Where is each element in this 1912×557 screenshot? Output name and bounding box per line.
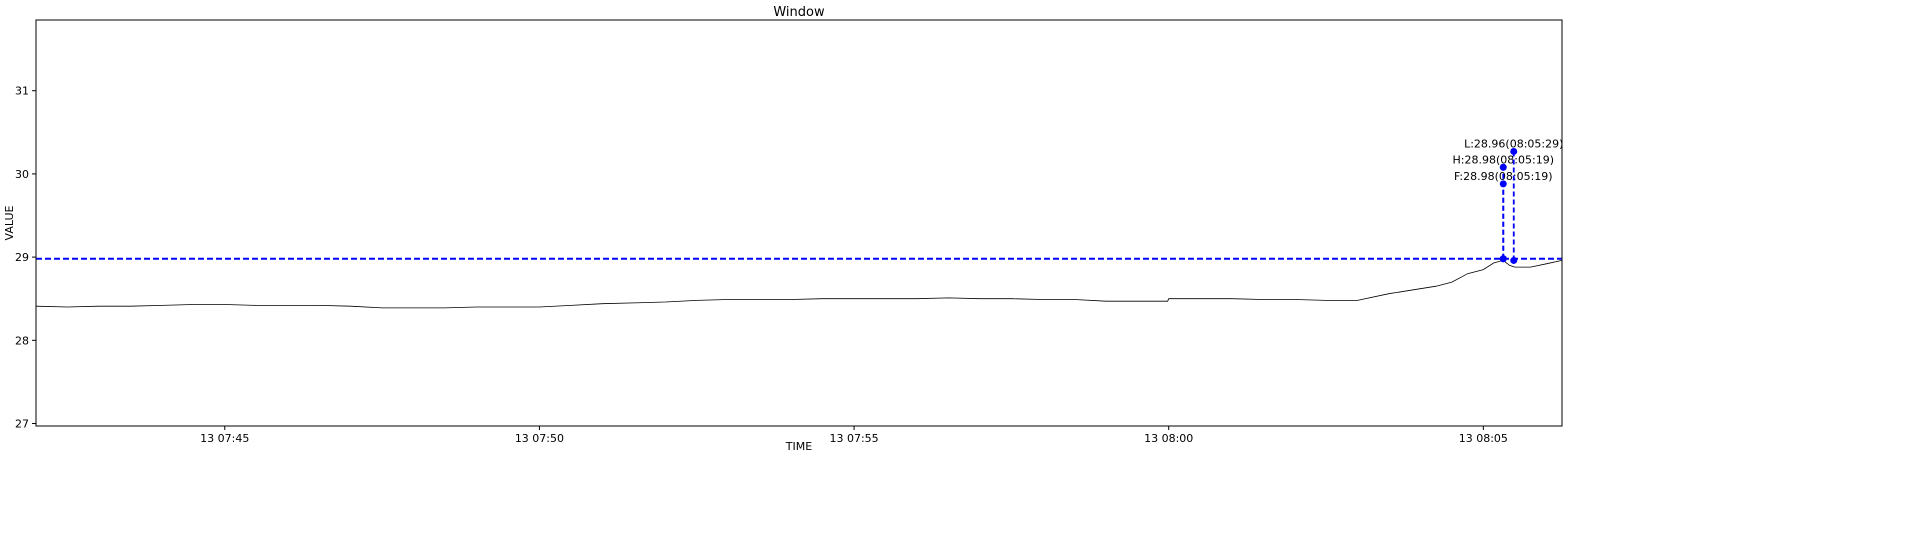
plot-area: F:28.98(08:05:19)H:28.98(08:05:19)L:28.9… (35, 137, 1563, 309)
x-tick-label: 13 07:50 (515, 432, 564, 445)
x-axis: 13 07:45 13 07:50 13 07:55 13 08:00 13 08:05 (200, 426, 1508, 445)
y-tick-label: 28 (15, 334, 29, 347)
marker-top-point (1510, 147, 1518, 155)
y-axis: 27 28 29 30 31 (15, 85, 36, 431)
marker-label: L:28.96(08:05:29) (1464, 137, 1563, 150)
marker-top-point (1499, 163, 1507, 171)
x-axis-label: TIME (785, 440, 812, 453)
y-axis-label: VALUE (3, 205, 16, 240)
y-tick-label: 31 (15, 85, 29, 98)
x-tick-label: 13 08:05 (1459, 432, 1508, 445)
x-tick-label: 13 08:00 (1144, 432, 1193, 445)
plot-frame (35, 19, 1563, 427)
y-tick-label: 29 (15, 251, 29, 264)
y-tick-label: 30 (15, 168, 29, 181)
y-tick-label: 27 (15, 418, 29, 431)
x-tick-label: 13 07:45 (200, 432, 249, 445)
x-tick-label: 13 07:55 (829, 432, 878, 445)
marker-label: H:28.98(08:05:19) (1453, 153, 1554, 166)
markers: F:28.98(08:05:19)H:28.98(08:05:19)L:28.9… (1453, 137, 1563, 264)
marker-base-point (1510, 256, 1518, 264)
marker-base-point (1499, 255, 1507, 263)
series-line (35, 259, 1563, 309)
chart-title: Window (773, 5, 825, 20)
